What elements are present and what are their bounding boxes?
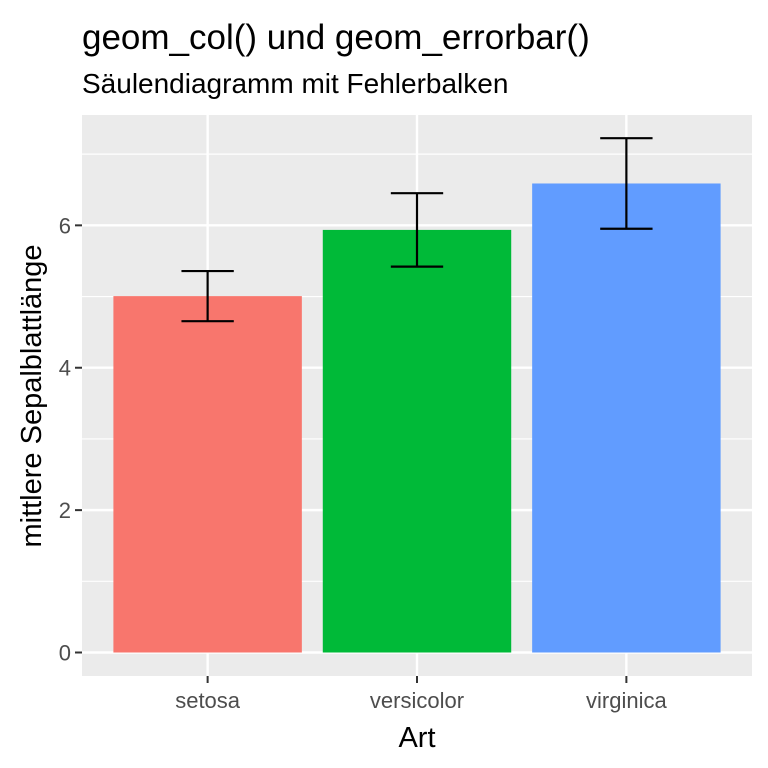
x-axis: setosa versicolor virginica xyxy=(175,676,667,713)
error-bar-virginica xyxy=(600,137,653,230)
y-tick-label: 6 xyxy=(59,213,71,238)
y-axis-title: mittlere Sepalblattlänge xyxy=(16,244,48,547)
x-tick-label: versicolor xyxy=(370,688,464,713)
error-bar-versicolor xyxy=(390,192,444,268)
x-axis-title: Art xyxy=(398,722,435,754)
chart-subtitle: Säulendiagramm mit Fehlerbalken xyxy=(82,68,508,99)
chart-title: geom_col() und geom_errorbar() xyxy=(82,18,590,57)
y-tick-label: 4 xyxy=(59,356,71,381)
bars xyxy=(113,183,721,653)
x-tick-label: virginica xyxy=(586,688,667,713)
y-tick-label: 0 xyxy=(59,641,71,666)
error-bar-setosa xyxy=(181,269,234,323)
error-bars xyxy=(181,137,653,323)
bar-versicolor xyxy=(322,229,512,653)
bar-virginica xyxy=(532,183,721,653)
x-tick-label: setosa xyxy=(175,688,241,713)
y-axis: 0 2 4 6 xyxy=(59,213,82,666)
y-tick-label: 2 xyxy=(59,498,71,523)
bar-setosa xyxy=(113,296,302,653)
